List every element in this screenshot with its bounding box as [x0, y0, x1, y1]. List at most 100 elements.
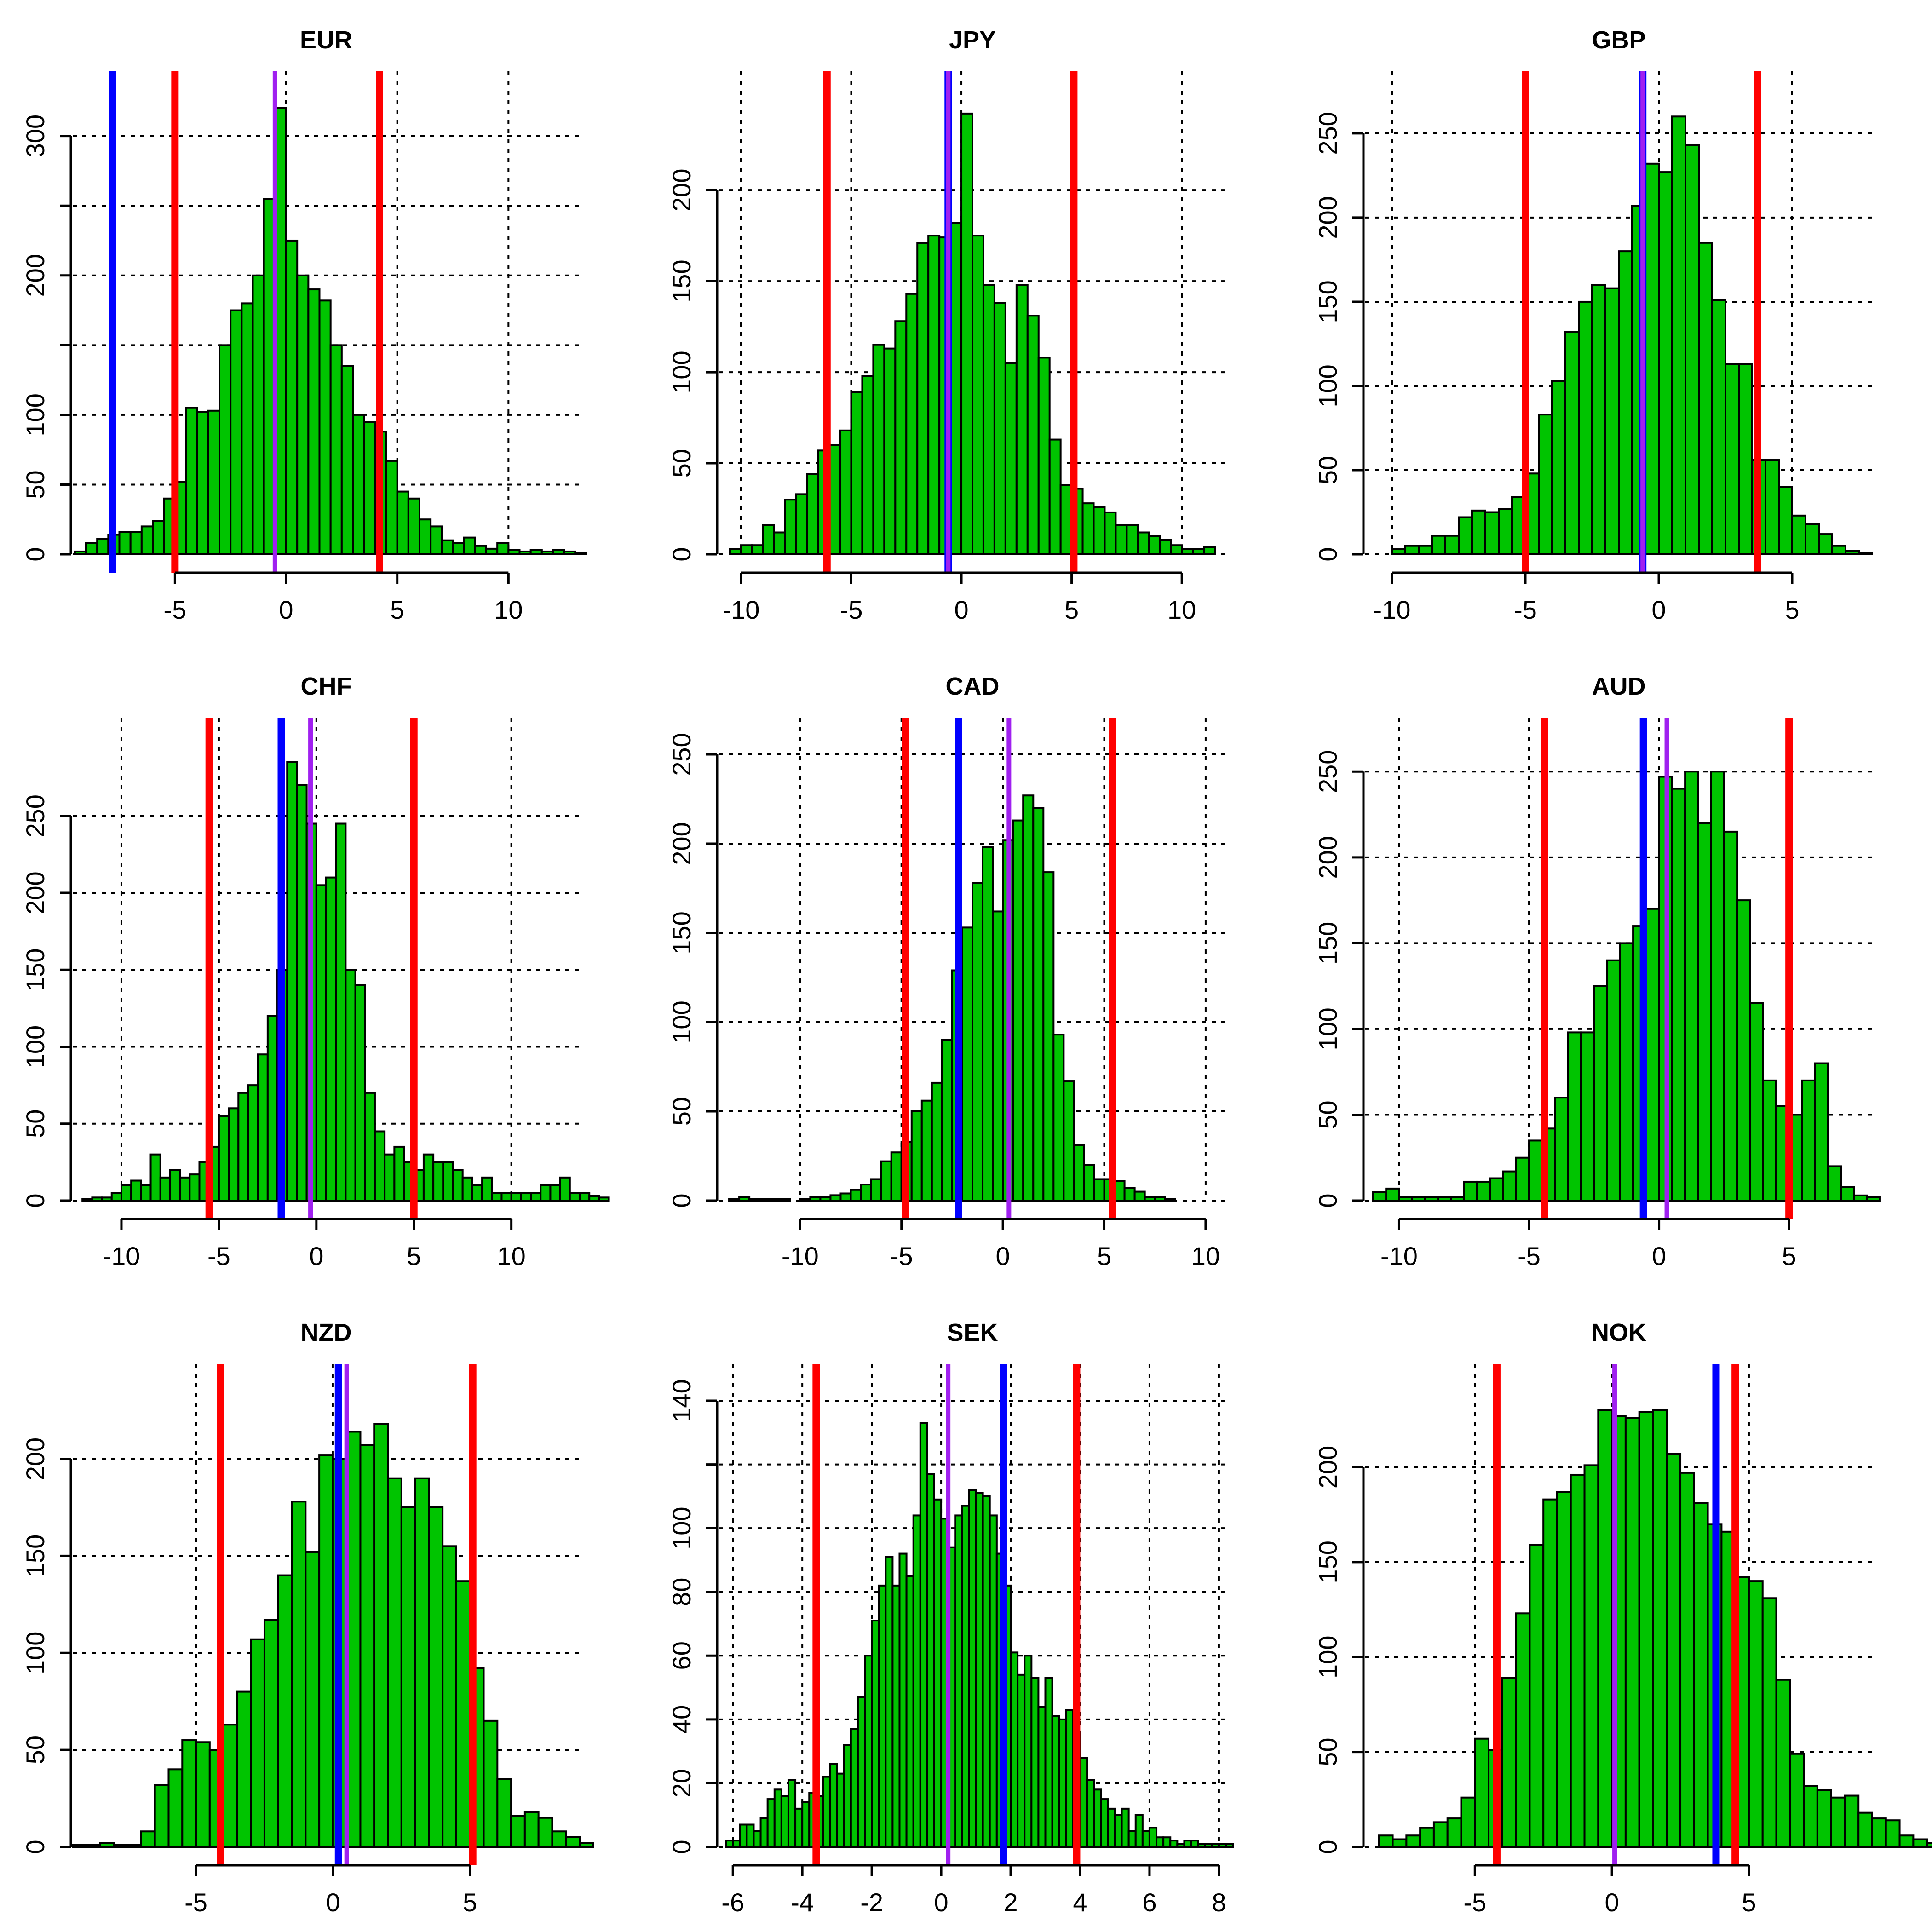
y-tick-label: 0 [1313, 1840, 1342, 1854]
panel-title: AUD [1592, 673, 1646, 700]
histogram-bar [222, 1724, 238, 1848]
histogram-bar [1515, 1612, 1531, 1848]
histogram-bar [1736, 899, 1751, 1202]
histogram-bar [762, 524, 775, 556]
y-tick-label: 150 [21, 1535, 50, 1577]
x-tick-label: -5 [163, 595, 186, 624]
histogram-bar [318, 299, 332, 555]
y-tick-label: 40 [667, 1705, 696, 1734]
histogram-bar [883, 347, 897, 555]
panel-title: JPY [949, 26, 996, 54]
histogram-bar [1162, 1836, 1172, 1848]
histogram-bar [1578, 300, 1593, 555]
histogram-bar [759, 1817, 769, 1848]
x-tick-label: 10 [1167, 595, 1196, 624]
histogram-bar [769, 1198, 781, 1202]
x-tick-label: -10 [103, 1242, 140, 1271]
histogram-bar [530, 1192, 542, 1202]
histogram-bar [748, 1198, 761, 1202]
histogram-bar [941, 1039, 953, 1202]
histogram-bar [441, 539, 454, 555]
x-tick-label: -5 [1463, 1888, 1486, 1917]
histogram-bar [968, 1489, 977, 1848]
histogram-bar [1181, 548, 1194, 555]
y-tick-label: 80 [667, 1578, 696, 1606]
histogram-bar [1501, 1677, 1517, 1848]
histogram-bar [1114, 1814, 1123, 1848]
histogram-bar [910, 1110, 923, 1202]
histogram-bar [1204, 1843, 1213, 1848]
histogram-bar [829, 1194, 842, 1202]
y-tick-label: 100 [21, 1025, 50, 1068]
histogram-bar [1738, 363, 1753, 556]
x-tick-label: 0 [996, 1242, 1010, 1271]
histogram-bar [993, 302, 1006, 555]
y-tick-label: 100 [1313, 364, 1342, 407]
histogram-bar [1831, 545, 1846, 556]
histogram-bar [1432, 1821, 1449, 1848]
y-tick-label: 100 [667, 351, 696, 393]
histogram-bar [1814, 1062, 1829, 1202]
panel-title: CHF [301, 673, 352, 700]
histogram-bar [1446, 1817, 1462, 1848]
histogram-bar [738, 1196, 751, 1202]
histogram-bar [822, 1776, 831, 1848]
histogram-bar [81, 1198, 93, 1202]
histogram-bar [1853, 1194, 1868, 1202]
panel-gbp: GBP 0 50 100 150 200 250 -10 -5 0 5 [1313, 26, 1873, 624]
y-tick-label: 0 [1313, 547, 1342, 561]
x-tick-label: -2 [860, 1888, 883, 1917]
y-tick-label: 50 [667, 1097, 696, 1126]
histogram-bar [1385, 1187, 1400, 1202]
histogram-bar [1026, 315, 1040, 555]
y-tick-label: 150 [1313, 1541, 1342, 1583]
histogram-bar [384, 1153, 396, 1202]
histogram-bar [452, 1169, 464, 1202]
histogram-bar [920, 1099, 933, 1202]
histogram-bar [432, 1161, 444, 1202]
histogram-bar [407, 497, 420, 555]
histogram-bar [96, 538, 109, 555]
histogram-bar [207, 409, 221, 555]
histogram-bar [257, 1053, 269, 1202]
histogram-bar [1225, 1843, 1234, 1848]
histogram-bar [537, 1817, 553, 1848]
histogram-bar [1498, 508, 1513, 555]
histogram-bar [1059, 484, 1073, 555]
y-tick-label: 100 [21, 1632, 50, 1674]
histogram-bar [806, 473, 819, 555]
histogram-bar [1126, 524, 1139, 556]
histogram-bar [130, 1179, 142, 1202]
x-tick-label: 5 [1097, 1242, 1111, 1271]
histogram-bar [729, 548, 742, 555]
x-tick-label: -5 [840, 595, 863, 624]
histogram-bar [189, 1173, 201, 1202]
histogram-bar [850, 1189, 862, 1202]
histogram-bar [195, 1741, 211, 1848]
histogram-bar [1685, 144, 1700, 555]
histogram-bar [1529, 1544, 1545, 1848]
x-tick-label: 5 [1742, 1888, 1756, 1917]
histogram-bar [961, 926, 973, 1202]
histogram-bar [1012, 819, 1024, 1202]
histogram-bar [850, 391, 863, 555]
histogram-bar [725, 1840, 734, 1848]
histogram-bar [1803, 1785, 1818, 1848]
histogram-bar [266, 1015, 279, 1202]
histogram-bar [861, 375, 874, 555]
histogram-bar [1015, 284, 1029, 555]
panel-title: EUR [300, 26, 352, 54]
histogram-bar [461, 1176, 473, 1202]
histogram-bar [296, 784, 308, 1202]
histogram-bar [1058, 1718, 1067, 1848]
histogram-bar [250, 1638, 265, 1848]
histogram-bar [598, 1196, 610, 1202]
histogram-bar [387, 1477, 402, 1848]
histogram-bar [773, 531, 786, 555]
y-tick-label: 250 [1313, 112, 1342, 155]
histogram-bar [1845, 550, 1860, 555]
x-tick-label: -4 [791, 1888, 814, 1917]
histogram-bar [400, 1506, 416, 1848]
histogram-bar [1652, 1409, 1668, 1848]
